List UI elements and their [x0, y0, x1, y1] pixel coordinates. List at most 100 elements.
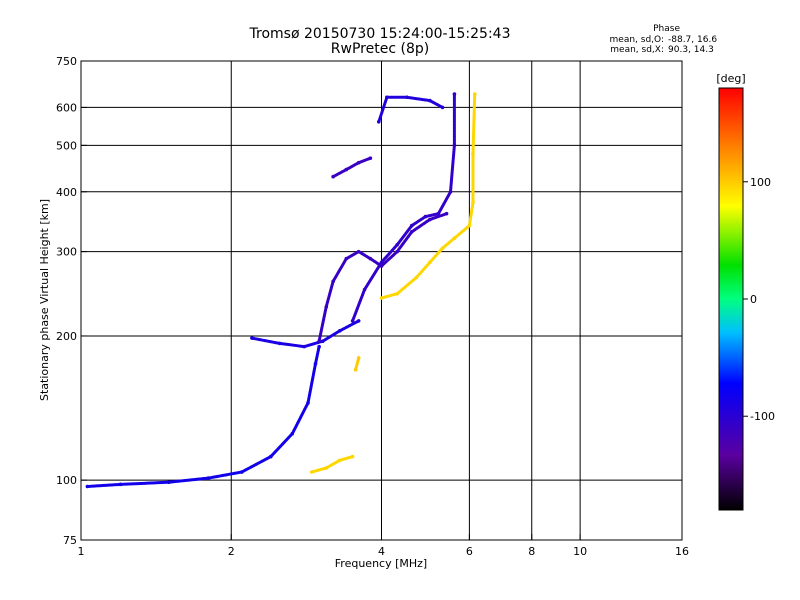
echo-point	[290, 431, 295, 436]
echo-point	[467, 223, 472, 228]
echo-point	[331, 279, 335, 284]
echo-point	[452, 143, 457, 148]
echo-point	[320, 339, 325, 344]
echo-point	[331, 174, 335, 179]
echo-trace	[85, 345, 321, 488]
x-tick-label: 8	[528, 545, 535, 558]
echo-point	[362, 287, 367, 292]
echo-trace	[354, 356, 361, 372]
colorbar-label: [deg]	[716, 72, 745, 85]
echo-point	[277, 341, 282, 346]
echo-point	[250, 336, 254, 340]
y-tick-label: 200	[56, 330, 77, 343]
echo-point	[444, 211, 449, 216]
echo-point	[317, 339, 321, 344]
colorbar-tick-label: -100	[750, 410, 775, 423]
x-tick-label: 1	[78, 545, 85, 558]
echo-point	[428, 98, 432, 103]
echo-point	[356, 249, 361, 254]
echo-point	[395, 249, 399, 254]
echo-point	[118, 482, 123, 487]
echo-point	[395, 291, 399, 296]
echo-point	[356, 356, 361, 360]
echo-point	[350, 454, 355, 459]
echo-point	[440, 246, 445, 250]
phase-x-label: mean, sd,X:	[610, 45, 664, 55]
echo-point	[379, 260, 384, 265]
echo-trace	[250, 319, 361, 349]
echo-point	[409, 229, 414, 234]
echo-point	[353, 367, 358, 372]
echo-point	[338, 458, 342, 463]
echo-point	[309, 470, 314, 474]
colorbar-tick-label: 100	[750, 176, 771, 189]
echo-point	[324, 305, 329, 309]
echo-point	[385, 95, 389, 100]
colorbar-ticks: 100 0 -100	[743, 176, 775, 423]
echo-point	[344, 167, 349, 172]
x-tick-label: 4	[378, 545, 385, 558]
echo-point	[302, 344, 306, 349]
colorbar	[718, 87, 744, 511]
y-tick-label: 600	[56, 101, 77, 114]
echo-point	[452, 92, 457, 96]
echo-point	[414, 275, 419, 280]
echo-point	[409, 223, 414, 228]
phase-o-values: -88.7, 16.6	[668, 35, 717, 45]
x-tick-label: 2	[228, 545, 235, 558]
y-tick-label: 500	[56, 139, 77, 152]
y-tick-label: 300	[56, 246, 77, 259]
echo-point	[356, 160, 361, 165]
echo-point	[379, 296, 384, 300]
echo-point	[471, 152, 475, 156]
echo-point	[338, 329, 342, 333]
echo-trace	[331, 156, 372, 179]
echo-point	[376, 119, 381, 124]
echo-point	[395, 242, 399, 247]
data-traces	[85, 92, 477, 489]
echo-trace	[351, 92, 456, 323]
echo-trace	[377, 95, 444, 124]
y-axis-label: Stationary phase Virtual Height [km]	[38, 199, 51, 401]
axis-ticks: 1 2 4 6 8 10 16 75 100 200 300 400 500 600 750	[56, 55, 689, 558]
echo-point	[436, 211, 441, 216]
echo-point	[317, 344, 321, 349]
echo-point	[324, 466, 329, 470]
echo-point	[167, 480, 171, 485]
echo-point	[368, 156, 373, 161]
echo-point	[440, 105, 445, 110]
echo-trace	[317, 212, 449, 343]
echo-point	[452, 236, 457, 240]
echo-point	[428, 217, 432, 222]
echo-point	[344, 256, 349, 261]
phase-x-values: 90.3, 14.3	[668, 45, 714, 55]
echo-point	[368, 256, 373, 261]
gridlines	[81, 61, 682, 540]
echo-point	[268, 454, 273, 459]
echo-point	[428, 260, 432, 265]
echo-point	[240, 470, 244, 474]
x-axis-label: Frequency [MHz]	[335, 557, 427, 570]
echo-point	[313, 361, 318, 366]
echo-point	[356, 319, 361, 323]
echo-point	[306, 401, 310, 405]
chart-title: Tromsø 20150730 15:24:00-15:25:43	[249, 26, 511, 42]
echo-point	[471, 200, 475, 205]
y-tick-label: 75	[63, 534, 77, 547]
echo-point	[423, 214, 428, 219]
phase-o-label: mean, sd,O:	[610, 35, 664, 45]
phase-heading: Phase	[653, 24, 680, 34]
echo-point	[350, 319, 355, 323]
echo-trace	[310, 455, 355, 474]
echo-point	[206, 476, 211, 480]
echo-trace	[380, 92, 477, 300]
echo-point	[448, 189, 453, 194]
x-tick-label: 6	[466, 545, 473, 558]
y-tick-label: 750	[56, 55, 77, 68]
chart-subtitle: RwPretec (8p)	[331, 41, 429, 57]
x-tick-label: 10	[573, 545, 587, 558]
echo-point	[405, 95, 409, 100]
echo-point	[85, 484, 90, 489]
colorbar-tick-label: 0	[750, 293, 757, 306]
